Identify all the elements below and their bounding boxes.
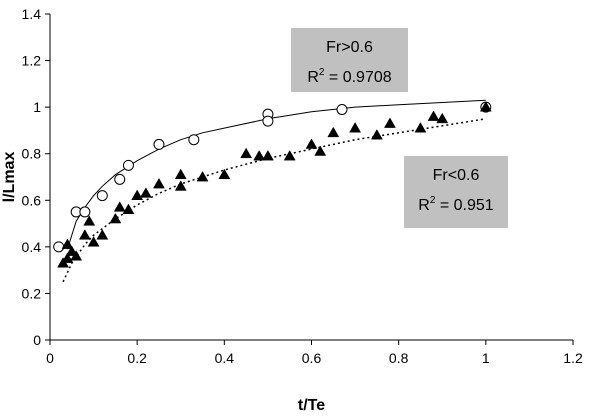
x-tick-label: 0.4 <box>215 350 235 366</box>
data-point-triangle <box>109 212 122 224</box>
data-point-triangle <box>174 180 187 191</box>
r2-value: = 0.951 <box>435 197 493 214</box>
data-point-triangle <box>283 150 296 161</box>
y-tick-label: 0.8 <box>22 146 42 162</box>
r2-prefix: R <box>418 197 430 214</box>
data-point-triangle <box>113 201 126 212</box>
x-tick-label: 1 <box>482 350 490 366</box>
trendline-fr-high <box>66 99 486 250</box>
data-point-triangle <box>427 110 440 121</box>
y-tick-label: 0 <box>33 332 41 348</box>
data-point-triangle <box>83 215 96 226</box>
data-point-triangle <box>78 229 91 240</box>
data-point-circle <box>114 173 126 185</box>
data-point-triangle <box>240 147 253 159</box>
data-point-circle <box>122 159 134 171</box>
data-point-triangle <box>253 150 266 161</box>
data-point-triangle <box>131 189 144 201</box>
x-axis-title: t/Te <box>298 397 325 414</box>
y-tick-label: 1.2 <box>22 53 42 69</box>
data-point-triangle <box>436 112 449 124</box>
data-point-triangle <box>196 170 209 182</box>
y-tick-label: 0.4 <box>22 239 42 255</box>
y-axis-title: l/Lmax <box>1 152 18 203</box>
x-tick-label: 0 <box>46 350 54 366</box>
r2-prefix: R <box>307 69 319 86</box>
y-tick-label: 1.4 <box>22 6 42 22</box>
annotation-box-background <box>291 28 408 92</box>
data-point-circle <box>53 241 65 253</box>
data-point-triangle <box>87 236 100 247</box>
annotation-box-background <box>404 156 508 228</box>
y-tick-label: 1 <box>33 99 41 115</box>
data-point-triangle <box>174 168 187 180</box>
data-point-triangle <box>70 250 83 261</box>
x-tick-label: 0.6 <box>302 350 322 366</box>
data-point-circle <box>188 134 200 146</box>
data-point-triangle <box>414 122 427 133</box>
data-point-circle <box>96 190 108 202</box>
data-point-triangle <box>261 150 274 161</box>
data-point-triangle <box>153 177 165 189</box>
trendlines <box>62 99 486 283</box>
x-tick-label: 0.8 <box>389 350 409 366</box>
x-tick-label: 1.2 <box>563 350 583 366</box>
data-point-triangle <box>370 129 383 140</box>
data-point-circle <box>336 103 348 115</box>
data-point-triangle <box>384 117 396 128</box>
r2-value: = 0.9708 <box>324 69 391 86</box>
data-point-circle <box>262 115 274 127</box>
y-tick-label: 0.6 <box>22 192 42 208</box>
data-point-triangle <box>218 168 231 180</box>
data-point-triangle <box>122 203 135 214</box>
data-point-triangle <box>61 238 74 249</box>
data-point-triangle <box>96 229 109 240</box>
y-tick-labels: 0 0.2 0.4 0.6 0.8 1 1.2 1.4 <box>22 6 50 348</box>
annotation-series-label: Fr>0.6 <box>326 39 373 56</box>
data-point-circle <box>153 138 165 150</box>
annotation-r2: R2 = 0.951 <box>418 195 494 214</box>
data-point-triangle <box>349 122 362 133</box>
annotation-fr-low: Fr<0.6 R2 = 0.951 <box>404 156 508 228</box>
data-point-triangle <box>139 187 152 198</box>
data-point-triangle <box>305 138 318 149</box>
annotation-series-label: Fr<0.6 <box>433 167 480 184</box>
data-point-circle <box>79 206 91 218</box>
data-point-triangle <box>327 126 340 138</box>
data-point-triangle <box>61 252 74 263</box>
annotation-fr-high: Fr>0.6 R2 = 0.9708 <box>291 28 408 92</box>
x-tick-label: 0.2 <box>127 350 147 366</box>
annotation-r2: R2 = 0.9708 <box>307 67 391 86</box>
data-points <box>53 101 492 268</box>
x-tick-labels: 0 0.2 0.4 0.6 0.8 1 1.2 <box>46 340 583 366</box>
r2-superscript: 2 <box>319 67 325 78</box>
r2-superscript: 2 <box>430 195 436 206</box>
data-point-triangle <box>479 101 492 112</box>
data-point-triangle <box>314 145 327 156</box>
y-tick-label: 0.2 <box>22 285 42 301</box>
